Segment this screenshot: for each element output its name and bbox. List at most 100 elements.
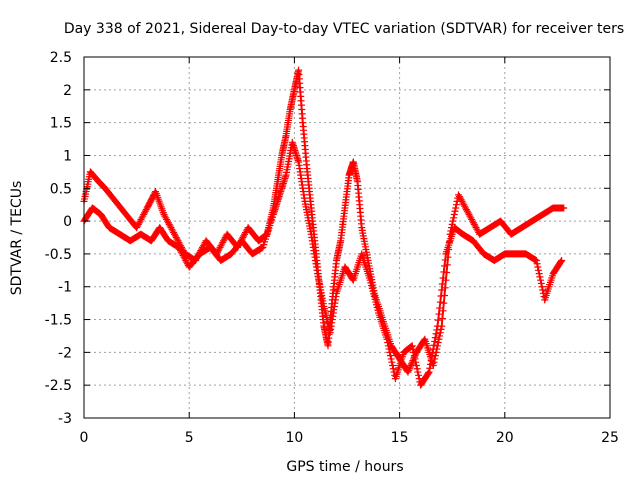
data-point: [538, 283, 546, 291]
data-point: [384, 339, 392, 347]
y-tick-label: 2.5: [50, 50, 72, 66]
data-point: [414, 368, 422, 376]
data-point: [534, 266, 542, 274]
data-point: [435, 335, 443, 343]
y-tick-label: -3: [58, 411, 72, 427]
y-tick-label: -1.5: [45, 313, 72, 329]
data-point: [413, 365, 421, 373]
data-point: [533, 260, 541, 268]
y-axis: 2.5 2 1.5 1 0.5 0 -0.5 -1 -1.5 -2 -2.5 -3: [45, 50, 610, 427]
data-point: [441, 256, 449, 264]
y-tick-label: -1: [58, 280, 72, 296]
data-point: [557, 258, 565, 266]
data-point: [452, 204, 460, 212]
x-tick-label: 15: [391, 430, 409, 446]
data-point: [404, 368, 412, 376]
x-axis-label: GPS time / hours: [286, 459, 403, 475]
x-tick-label: 5: [185, 430, 194, 446]
data-point: [412, 361, 420, 369]
data-point: [438, 286, 446, 294]
data-point: [534, 263, 542, 271]
data-point: [431, 334, 439, 342]
data-point: [411, 355, 419, 363]
data-point: [537, 279, 545, 287]
data-point: [436, 298, 444, 306]
data-point: [410, 348, 418, 356]
data-point: [436, 332, 444, 340]
data-point: [437, 292, 445, 300]
data-point: [383, 335, 391, 343]
data-point: [384, 342, 392, 350]
data-point: [435, 310, 443, 318]
data-point: [426, 360, 434, 368]
data-point: [429, 349, 437, 357]
x-tick-label: 20: [496, 430, 514, 446]
x-tick-label: 25: [601, 430, 619, 446]
y-tick-label: 0.5: [50, 181, 72, 197]
data-point: [450, 214, 458, 222]
data-point: [560, 204, 568, 212]
data-point: [388, 358, 396, 366]
data-point: [452, 201, 460, 209]
data-point: [415, 371, 423, 379]
data-point: [558, 256, 566, 264]
data-point: [386, 352, 394, 360]
data-point: [432, 330, 440, 338]
data-point: [424, 369, 432, 377]
grid: [84, 57, 610, 418]
data-point: [439, 307, 447, 315]
chart-title: Day 338 of 2021, Sidereal Day-to-day VTE…: [64, 21, 624, 37]
data-point: [410, 352, 418, 360]
x-tick-label: 10: [285, 430, 303, 446]
y-tick-label: -0.5: [45, 247, 72, 263]
data-point: [440, 262, 448, 270]
data-point: [408, 342, 416, 350]
data-point: [439, 274, 447, 282]
data-point: [428, 353, 436, 361]
data-point: [440, 299, 448, 307]
data-point: [429, 345, 437, 353]
data-point: [450, 211, 458, 219]
x-tick-label: 0: [80, 430, 89, 446]
data-point: [438, 314, 446, 322]
data-point: [408, 360, 416, 368]
data-point: [449, 217, 457, 225]
series-trace: [83, 141, 563, 388]
y-axis-label: SDTVAR / TECUs: [9, 181, 25, 296]
x-axis: 0 5 10 15 20 25: [80, 57, 619, 446]
data-point: [425, 368, 433, 376]
data-point: [406, 363, 414, 371]
data-point: [426, 364, 434, 372]
data-point: [387, 355, 395, 363]
plot-frame: [83, 56, 611, 419]
data-point: [427, 357, 435, 365]
data-point: [532, 256, 540, 264]
data-point: [409, 345, 417, 353]
y-tick-label: 2: [63, 83, 72, 99]
data-point: [451, 207, 459, 215]
data-point: [389, 365, 397, 373]
data-point: [412, 358, 420, 366]
data-point: [386, 348, 394, 356]
data-point: [438, 280, 446, 288]
data-point: [389, 361, 397, 369]
data-point: [434, 339, 442, 347]
data-point: [142, 206, 150, 214]
data-point: [430, 341, 438, 349]
data-point: [385, 345, 393, 353]
data-layer: [80, 66, 568, 389]
y-tick-label: 0: [63, 214, 72, 230]
data-point: [405, 365, 413, 373]
series-track-b: [80, 138, 566, 389]
y-tick-label: 1: [63, 148, 72, 164]
data-point: [537, 276, 545, 284]
data-point: [436, 304, 444, 312]
data-point: [535, 270, 543, 278]
data-point: [433, 322, 441, 330]
y-tick-label: 1.5: [50, 116, 72, 132]
data-point: [536, 273, 544, 281]
data-point: [431, 337, 439, 345]
y-tick-label: -2.5: [45, 378, 72, 394]
y-tick-label: -2: [58, 345, 72, 361]
